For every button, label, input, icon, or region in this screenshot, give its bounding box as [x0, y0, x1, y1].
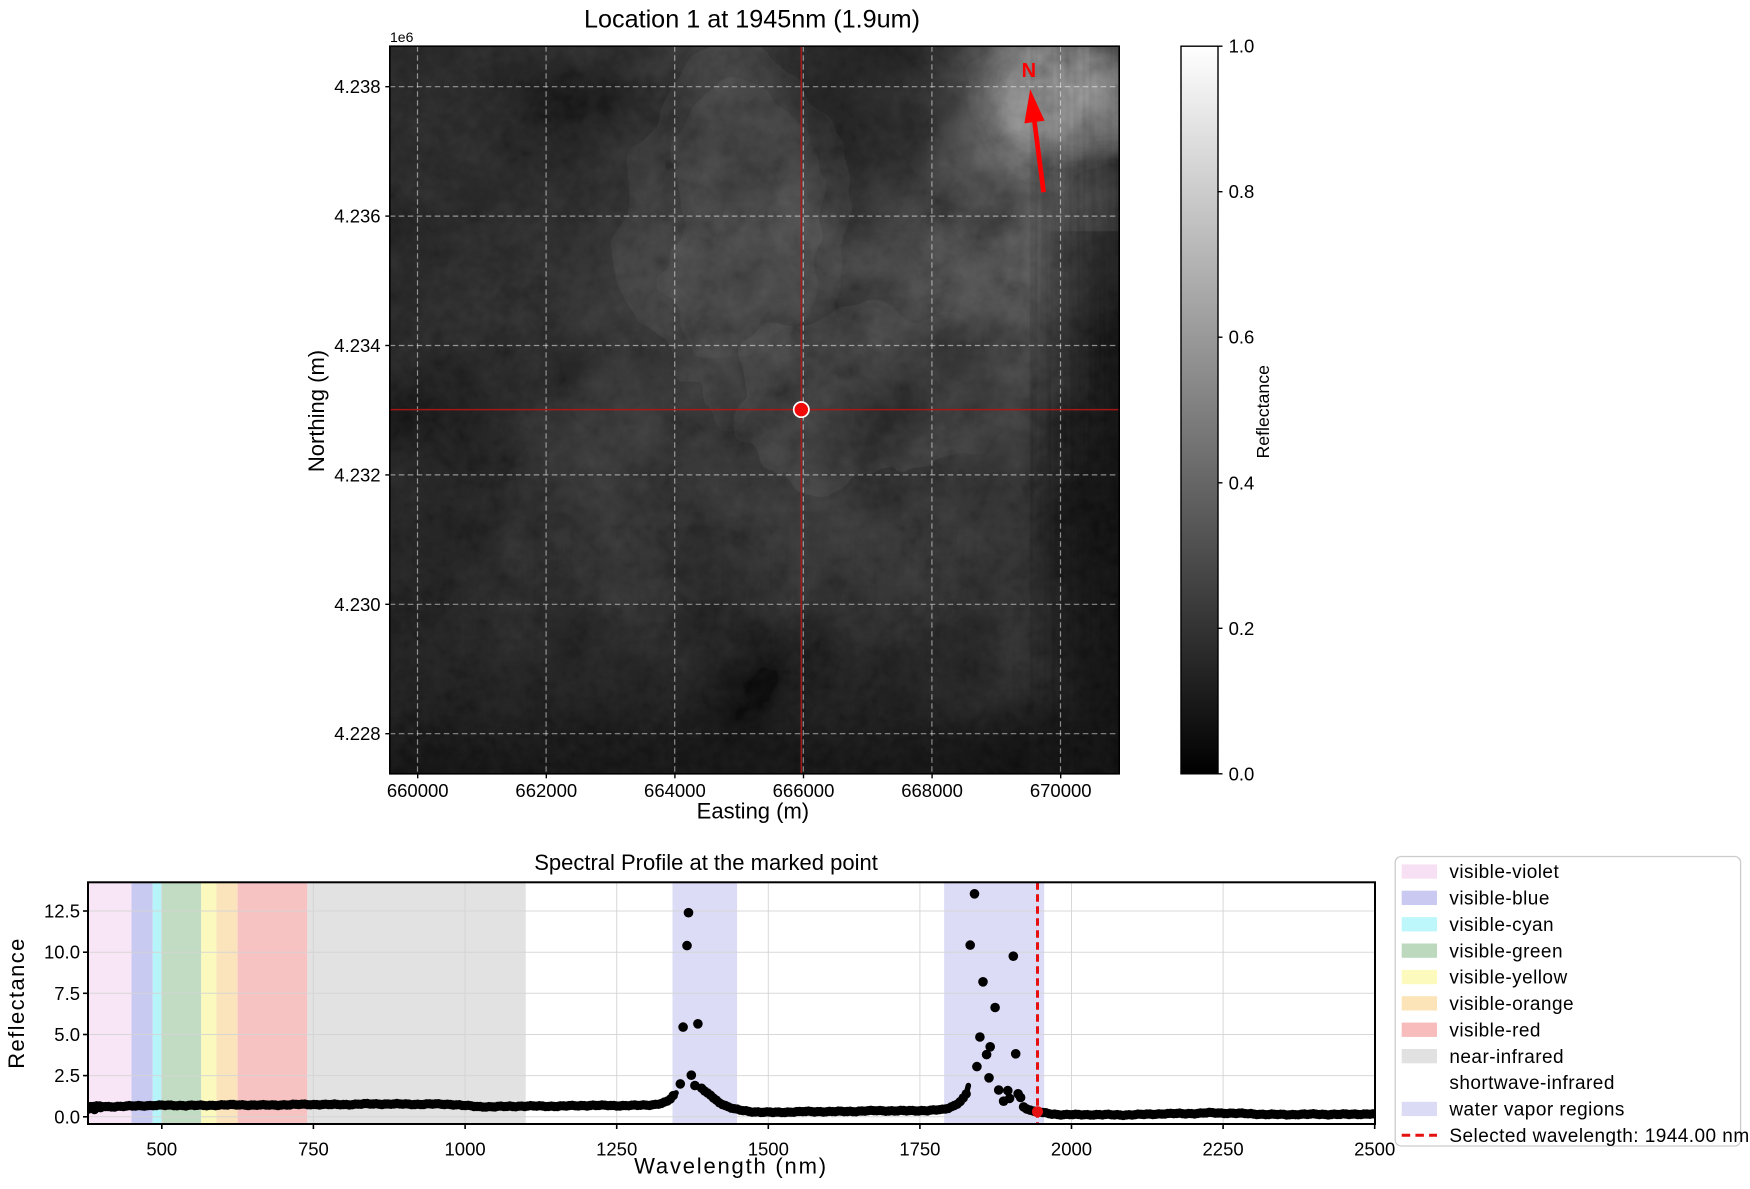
svg-text:4.236: 4.236 — [334, 206, 380, 227]
svg-text:500: 500 — [146, 1139, 177, 1160]
svg-text:1250: 1250 — [596, 1139, 637, 1160]
svg-text:0.4: 0.4 — [1229, 472, 1255, 493]
svg-text:2000: 2000 — [1051, 1139, 1092, 1160]
svg-text:666000: 666000 — [773, 780, 835, 801]
svg-text:670000: 670000 — [1030, 780, 1092, 801]
svg-text:near-infrared: near-infrared — [1449, 1047, 1564, 1068]
svg-text:0.0: 0.0 — [1229, 763, 1255, 784]
svg-text:Location 1 at 1945nm (1.9um): Location 1 at 1945nm (1.9um) — [584, 6, 920, 34]
svg-text:1.0: 1.0 — [1229, 36, 1255, 57]
svg-text:2500: 2500 — [1354, 1139, 1395, 1160]
svg-text:visible-green: visible-green — [1449, 941, 1563, 962]
svg-text:visible-violet: visible-violet — [1449, 862, 1559, 883]
svg-text:662000: 662000 — [515, 780, 577, 801]
svg-text:Northing (m): Northing (m) — [304, 350, 329, 472]
svg-text:visible-blue: visible-blue — [1449, 889, 1549, 910]
svg-text:Spectral Profile at the marked: Spectral Profile at the marked point — [534, 850, 878, 875]
svg-text:1750: 1750 — [899, 1139, 940, 1160]
svg-text:visible-yellow: visible-yellow — [1449, 968, 1567, 989]
svg-text:4.232: 4.232 — [334, 464, 380, 485]
svg-text:Easting (m): Easting (m) — [697, 799, 809, 824]
svg-text:Selected wavelength: 1944.00 n: Selected wavelength: 1944.00 nm — [1449, 1126, 1749, 1147]
svg-text:visible-orange: visible-orange — [1449, 994, 1574, 1015]
svg-text:0.0: 0.0 — [54, 1106, 80, 1127]
svg-text:Reflectance: Reflectance — [4, 937, 29, 1069]
svg-text:10.0: 10.0 — [44, 942, 80, 963]
svg-text:2250: 2250 — [1203, 1139, 1244, 1160]
svg-text:664000: 664000 — [644, 780, 706, 801]
svg-text:water vapor regions: water vapor regions — [1448, 1100, 1624, 1121]
svg-text:1500: 1500 — [748, 1139, 789, 1160]
svg-text:660000: 660000 — [387, 780, 449, 801]
svg-text:4.238: 4.238 — [334, 76, 380, 97]
svg-text:2.5: 2.5 — [54, 1065, 80, 1086]
svg-text:Reflectance: Reflectance — [1253, 365, 1273, 459]
svg-text:1e6: 1e6 — [390, 29, 414, 45]
svg-text:5.0: 5.0 — [54, 1024, 80, 1045]
svg-text:750: 750 — [298, 1139, 329, 1160]
svg-text:4.234: 4.234 — [334, 335, 380, 356]
svg-text:0.8: 0.8 — [1229, 181, 1255, 202]
svg-text:4.230: 4.230 — [334, 594, 380, 615]
svg-text:0.2: 0.2 — [1229, 618, 1255, 639]
svg-text:Wavelength (nm): Wavelength (nm) — [634, 1154, 828, 1179]
svg-text:0.6: 0.6 — [1229, 327, 1255, 348]
svg-text:shortwave-infrared: shortwave-infrared — [1449, 1073, 1614, 1094]
svg-text:668000: 668000 — [901, 780, 963, 801]
svg-text:1000: 1000 — [445, 1139, 486, 1160]
svg-text:4.228: 4.228 — [334, 723, 380, 744]
svg-text:visible-red: visible-red — [1449, 1021, 1541, 1042]
svg-text:7.5: 7.5 — [54, 983, 80, 1004]
svg-text:12.5: 12.5 — [44, 901, 80, 922]
svg-text:visible-cyan: visible-cyan — [1449, 915, 1554, 936]
svg-text:N: N — [1022, 60, 1036, 82]
